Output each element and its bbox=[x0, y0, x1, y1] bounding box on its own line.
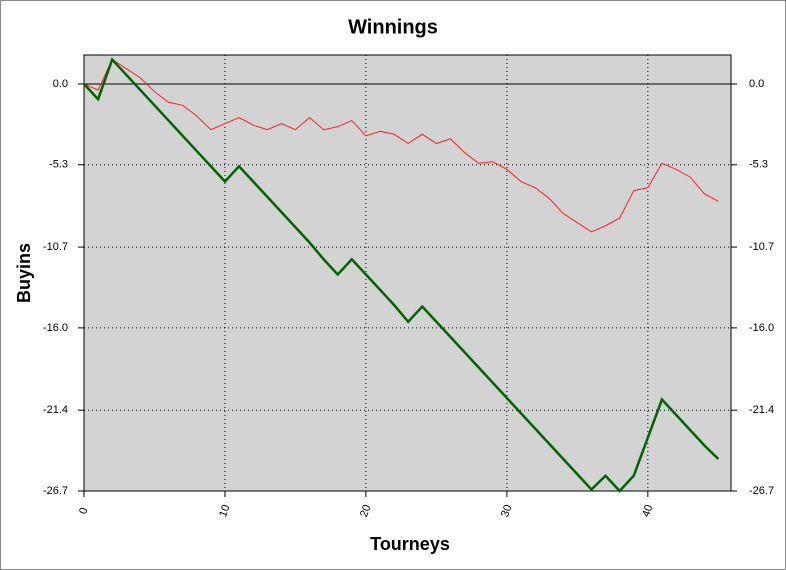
y-tick-label: -10.7 bbox=[43, 241, 68, 253]
y-axis-label: Buyins bbox=[14, 243, 34, 303]
x-tick-label: 0 bbox=[77, 506, 90, 516]
x-tick-label: 10 bbox=[217, 503, 232, 519]
chart-title: Winnings bbox=[348, 16, 438, 38]
x-axis-label: Tourneys bbox=[370, 534, 450, 554]
y-tick-label: -21.4 bbox=[43, 404, 68, 416]
y2-tick-label: -26.7 bbox=[749, 485, 774, 497]
plot-area bbox=[83, 54, 732, 492]
y2-tick-label: -10.7 bbox=[749, 241, 774, 253]
y2-tick-label: -5.3 bbox=[749, 159, 768, 171]
y-tick-label: -26.7 bbox=[43, 485, 68, 497]
y2-tick-label: -21.4 bbox=[749, 404, 774, 416]
y-tick-label: -16.0 bbox=[43, 322, 68, 334]
x-tick-label: 40 bbox=[640, 503, 655, 519]
x-tick-label: 30 bbox=[499, 503, 514, 519]
y-tick-label: -5.3 bbox=[49, 159, 68, 171]
x-tick-label: 20 bbox=[358, 503, 373, 519]
y2-tick-label: -16.0 bbox=[749, 322, 774, 334]
series-line bbox=[83, 57, 720, 493]
y-tick-label: 0.0 bbox=[53, 78, 68, 90]
series-line bbox=[83, 58, 719, 233]
y2-tick-label: 0.0 bbox=[749, 78, 764, 90]
